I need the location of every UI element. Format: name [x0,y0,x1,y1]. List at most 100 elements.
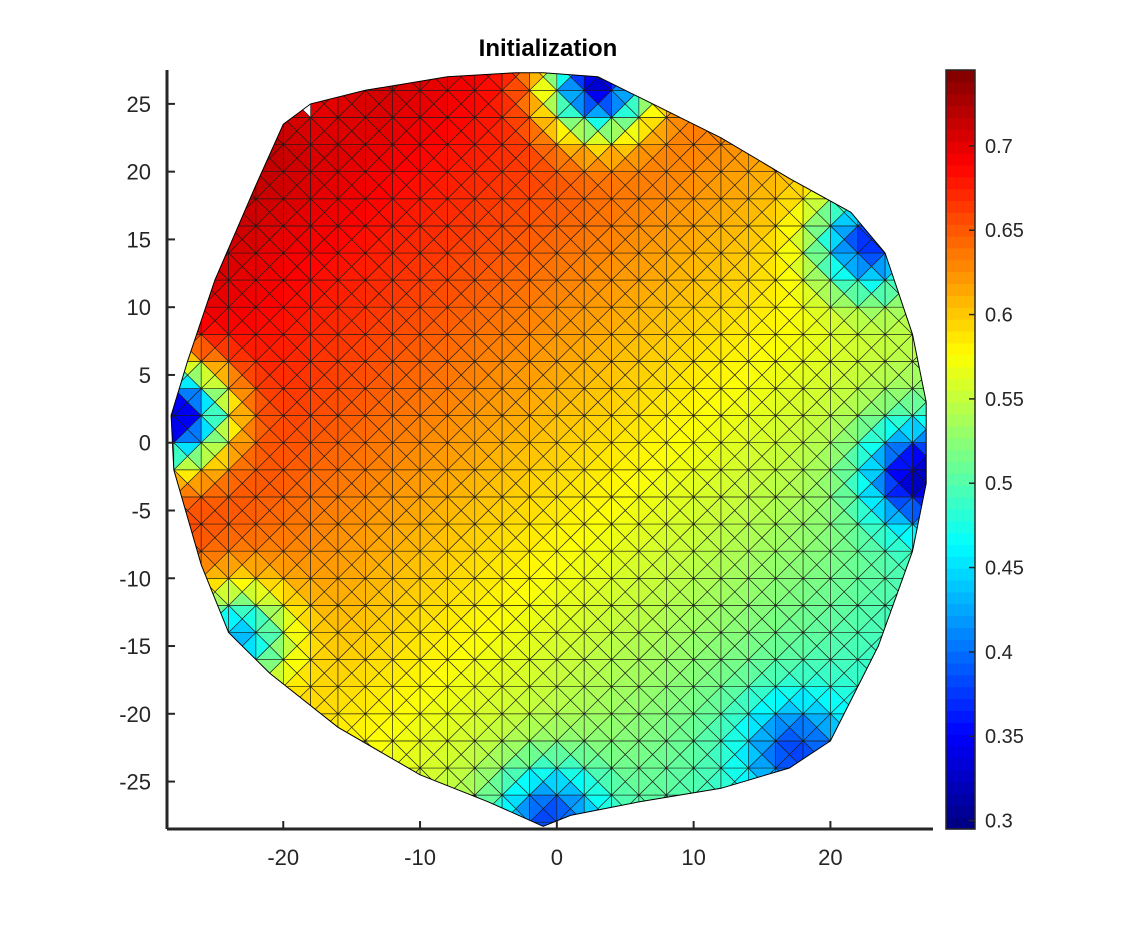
mesh-triangle-1911 [556,89,571,119]
x-tick-label: 20 [818,845,842,870]
mesh-triangle-2371 [665,225,681,254]
mesh-triangle-947 [337,116,353,146]
colorbar-band [946,556,975,569]
mesh-triangle-1855 [556,469,571,498]
mesh-triangle-2611 [720,225,736,254]
mesh-triangle-1523 [474,279,489,308]
mesh-triangle-1895 [556,198,571,227]
mesh-triangle-2095 [611,469,626,498]
mesh-triangle-1587 [501,658,517,688]
mesh-triangle-1143 [392,414,407,444]
mesh-triangle-2127 [611,252,626,281]
mesh-triangle-1031 [364,360,380,390]
mesh-triangle-1883 [556,279,571,308]
mesh-triangle-2591 [720,360,736,390]
mesh-triangle-307 [200,387,216,417]
mesh-triangle-2367 [665,252,681,281]
mesh-triangle-2815 [775,469,790,498]
mesh-triangle-1863 [556,414,571,444]
mesh-triangle-2555 [720,604,736,634]
mesh-triangle-2911 [802,631,818,661]
mesh-triangle-535 [255,469,271,498]
mesh-triangle-2055 [611,740,626,769]
mesh-triangle-2151 [611,89,626,119]
mesh-triangle-2303 [665,685,681,715]
mesh-triangle-1007 [364,523,380,552]
mesh-triangle-551 [255,360,271,390]
mesh-triangle-1063 [364,143,380,173]
mesh-triangle-779 [310,441,325,471]
mesh-triangle-3159 [857,577,872,607]
mesh-triangle-931 [337,225,353,254]
mesh-triangle-1615 [501,469,517,498]
mesh-triangle-2851 [775,225,790,254]
colorbar-band [946,247,975,261]
mesh-triangle-2179 [638,713,654,742]
mesh-triangle-2423 [693,685,708,715]
mesh-triangle-2499 [693,170,708,200]
mesh-triangle-2663 [747,685,763,715]
mesh-triangle-1727 [529,523,544,552]
mesh-triangle-2063 [611,685,626,715]
mesh-triangle-2327 [665,523,681,552]
mesh-triangle-1475 [474,604,489,634]
mesh-triangle-787 [310,387,325,417]
mesh-triangle-515 [255,604,271,634]
mesh-triangle-811 [310,225,325,254]
colorbar-band [946,461,975,474]
mesh-triangle-3419 [912,441,927,471]
mesh-triangle-1407 [447,252,462,281]
mesh-triangle-3167 [857,523,872,552]
mesh-triangle-311 [200,360,216,390]
mesh-triangle-2587 [720,387,736,417]
colorbar-band [946,757,975,771]
mesh-triangle-1103 [392,685,407,715]
mesh-triangle-663 [282,414,298,444]
colorbar-band [946,330,975,344]
mesh-triangle-3087 [830,252,845,281]
mesh-triangle-287 [200,523,216,552]
mesh-triangle-539 [255,441,271,471]
mesh-triangle-2119 [611,306,626,336]
mesh-triangle-3079 [830,306,845,336]
mesh-triangle-1391 [447,360,462,390]
mesh-triangle-1991 [583,360,599,390]
mesh-triangle-1627 [501,387,517,417]
mesh-triangle-2071 [611,631,626,661]
colorbar-band [946,307,975,320]
mesh-triangle-3067 [830,387,845,417]
mesh-triangle-3175 [857,469,872,498]
mesh-triangle-2471 [693,360,708,390]
colorbar-band [946,591,975,605]
mesh-triangle-2379 [665,170,681,200]
mesh-triangle-575 [255,198,271,227]
mesh-triangle-1743 [529,414,544,444]
mesh-triangle-2855 [775,198,790,227]
mesh-triangle-627 [282,658,298,688]
mesh-triangle-1619 [501,441,517,471]
colorbar-band [946,793,975,806]
y-tick-label: -10 [119,566,151,591]
mesh-triangle-1015 [364,469,380,498]
colorbar-band [946,259,975,273]
colorbar-band [946,200,975,213]
mesh-triangle-1519 [474,306,489,336]
mesh-triangle-2007 [583,252,599,281]
mesh-triangle-1811 [556,767,571,796]
mesh-triangle-2495 [693,198,708,227]
mesh-triangle-2227 [638,387,654,417]
mesh-triangle-871 [337,631,353,661]
colorbar-band [946,544,975,557]
mesh-triangle-1283 [419,279,435,308]
mesh-triangle-1295 [419,198,435,227]
mesh-triangle-427 [228,387,243,417]
colorbar-band [946,402,975,415]
mesh-triangle-875 [337,604,353,634]
mesh-triangle-2059 [611,713,626,742]
mesh-triangle-2267 [638,116,654,146]
mesh-triangle-3207 [857,252,872,281]
mesh-triangle-2931 [802,496,818,525]
mesh-triangle-927 [337,252,353,281]
mesh-triangle-1547 [474,116,489,146]
colorbar-band [946,319,975,332]
